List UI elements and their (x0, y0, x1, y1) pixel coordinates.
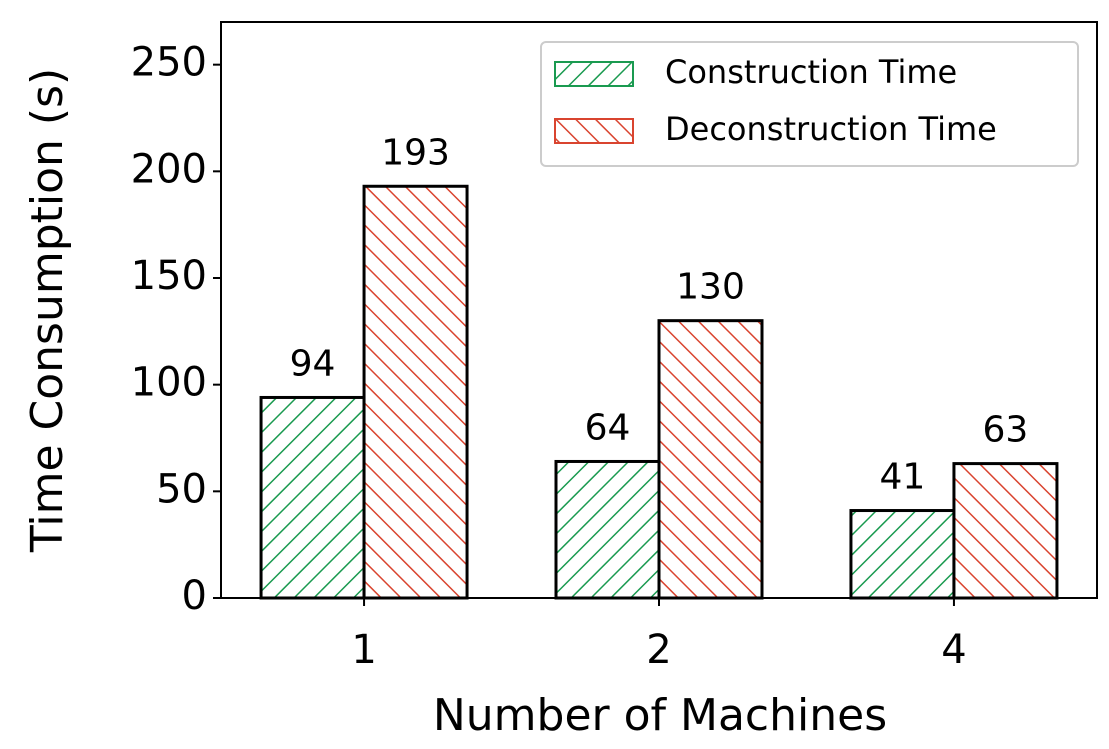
bar (259, 395, 366, 600)
bar (657, 319, 764, 600)
value-label: 130 (676, 267, 745, 308)
y-tick-label: 100 (131, 360, 207, 406)
legend-box (540, 41, 1079, 167)
y-tick-label: 250 (131, 40, 207, 86)
bar (952, 462, 1059, 600)
x-tick-label: 4 (941, 627, 966, 673)
y-tick-label: 50 (156, 466, 207, 512)
legend-swatch (554, 61, 634, 87)
legend-swatch (554, 118, 634, 144)
value-label: 64 (585, 407, 631, 448)
value-label: 41 (880, 457, 926, 498)
x-axis-label: Number of Machines (433, 690, 887, 741)
bar (849, 509, 956, 600)
y-axis-label: Time Consumption (s) (22, 68, 73, 553)
x-tick-label: 2 (646, 627, 671, 673)
legend-label: Construction Time (665, 53, 957, 91)
bar (554, 459, 661, 600)
plot-frame (220, 21, 1098, 599)
legend-label: Deconstruction Time (665, 110, 997, 148)
value-label: 94 (290, 343, 336, 384)
y-tick-label: 200 (131, 146, 207, 192)
value-label: 63 (983, 410, 1029, 451)
y-tick-label: 0 (182, 573, 207, 619)
y-tick-label: 150 (131, 253, 207, 299)
bar (362, 184, 469, 600)
x-tick-label: 1 (351, 627, 376, 673)
value-label: 193 (381, 132, 450, 173)
